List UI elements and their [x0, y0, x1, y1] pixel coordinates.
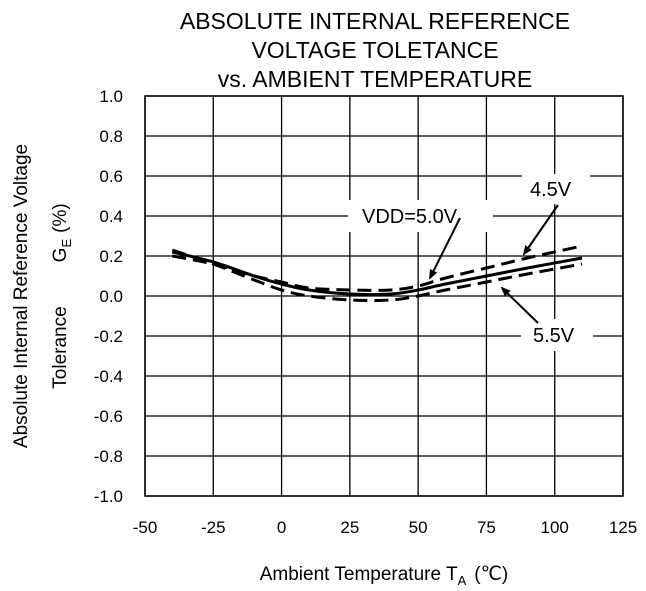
x-tick-label: 25: [340, 518, 359, 537]
x-tick-label: -25: [201, 518, 226, 537]
x-axis-label: Ambient Temperature TA (℃): [260, 564, 509, 588]
y-tick-label: 0.0: [99, 287, 123, 306]
x-tick-label: 75: [477, 518, 496, 537]
series-lines: [171, 244, 583, 303]
y-tick-label: -0.2: [94, 327, 123, 346]
y-axis-label-tolerance: Tolerance: [50, 306, 71, 388]
x-axis-label-unit: (℃): [474, 564, 508, 585]
leader-arrow-5-5v: [500, 286, 539, 324]
x-tick-label: 125: [609, 518, 637, 537]
y-tick-labels: 1.0 0.8 0.6 0.4 0.2 0.0 -0.2 -0.4 -0.6 -0.8 -1.0: [94, 87, 123, 506]
y-tick-label: -0.6: [94, 407, 123, 426]
y-axis-label-symbol: G: [50, 248, 71, 263]
y-tick-label: -0.4: [94, 367, 123, 386]
y-tick-label: 1.0: [99, 87, 123, 106]
grid: [144, 95, 624, 497]
y-tick-label: 0.8: [99, 127, 123, 146]
plot-area-frame: [144, 95, 624, 497]
y-axis-label-line-1: Absolute Internal Reference Voltage: [11, 144, 32, 448]
y-axis-label-unit: (%): [50, 203, 71, 233]
series-line-5-5v: [171, 248, 583, 303]
series-label-vdd-5v: VDD=5.0V: [362, 206, 458, 228]
series-label-4-5v: 4.5V: [530, 179, 572, 201]
x-tick-label: 100: [541, 518, 569, 537]
x-axis-label-subscript: A: [458, 573, 467, 588]
y-tick-label: -0.8: [94, 447, 123, 466]
series-line-vdd-5-0v: [171, 250, 583, 297]
chart-title-line-3: vs. AMBIENT TEMPERATURE: [218, 66, 532, 92]
leader-arrow-vdd-5v: [429, 217, 461, 280]
chart-title-line-2: VOLTAGE TOLETANCE: [251, 37, 498, 63]
y-axis-label-subscript: E: [59, 239, 74, 248]
annotations: VDD=5.0V 4.5V 5.5V: [348, 174, 593, 351]
y-axis-label-line-2: Tolerance GE (%): [50, 203, 74, 388]
label-box-5-5v: [521, 319, 593, 351]
chart-title-line-1: ABSOLUTE INTERNAL REFERENCE: [180, 8, 570, 34]
x-tick-labels: -50 -25 0 25 50 75 100 125: [133, 518, 637, 537]
x-tick-label: 0: [277, 518, 286, 537]
label-box-vdd-5v: [348, 200, 493, 232]
y-tick-label: 0.6: [99, 167, 123, 186]
y-tick-label: -1.0: [94, 487, 123, 506]
x-tick-label: -50: [133, 518, 158, 537]
y-tick-label: 0.2: [99, 247, 123, 266]
label-box-4-5v: [522, 174, 590, 204]
x-axis-label-main: Ambient Temperature T: [260, 564, 458, 585]
y-tick-label: 0.4: [99, 207, 123, 226]
x-tick-label: 50: [409, 518, 428, 537]
series-label-5-5v: 5.5V: [533, 325, 575, 347]
leader-arrow-4-5v: [522, 204, 559, 256]
series-line-4-5v: [172, 244, 583, 292]
